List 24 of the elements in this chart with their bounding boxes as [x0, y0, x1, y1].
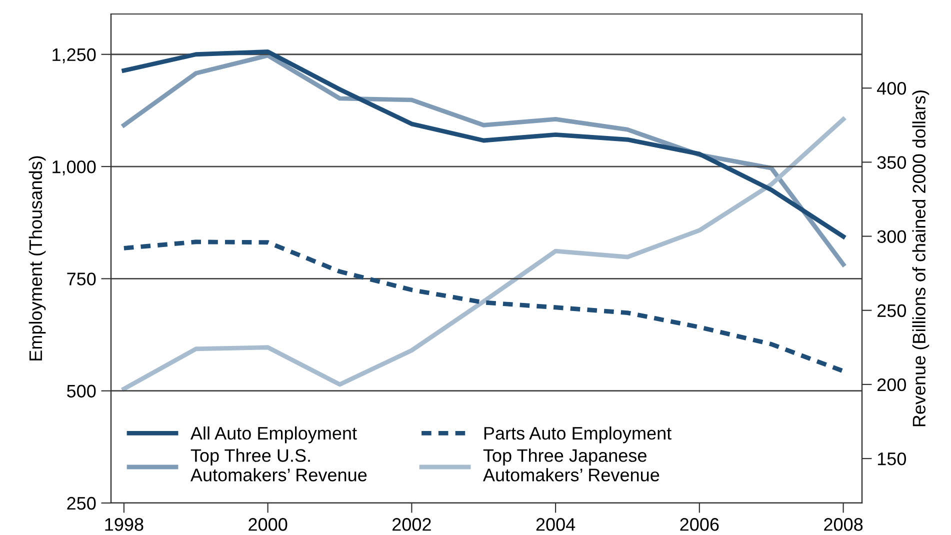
y2-tick-label: 200 — [877, 378, 906, 392]
y-tick-label: 1,000 — [52, 160, 96, 176]
legend-label: All Auto Employment — [190, 426, 357, 444]
y2-tick-label: 350 — [877, 156, 906, 169]
x-tick-label: 2006 — [680, 518, 719, 531]
legend-label: Parts Auto Employment — [484, 426, 672, 444]
y-tick-label: 750 — [67, 272, 96, 286]
y2-tick-label: 300 — [877, 230, 906, 243]
y2-tick-label: 250 — [877, 304, 906, 318]
y2-tick-label: 150 — [878, 452, 906, 466]
y2-tick-label: 400 — [877, 82, 906, 95]
y-tick-label: 1,250 — [52, 48, 96, 64]
legend-label: Top Three U.S. Automakers’ Revenue — [190, 448, 367, 482]
line-series — [122, 116, 846, 392]
x-tick-label: 2008 — [824, 518, 863, 531]
x-tick-label: 2004 — [536, 518, 576, 531]
y-axis-title: Employment (Thousands) — [28, 156, 46, 360]
y-tick-label: 500 — [67, 384, 96, 398]
y2-axis-title: Revenue (Billions of chained 2000 dollars) — [912, 90, 930, 426]
x-tick-label: 1998 — [105, 518, 144, 531]
x-tick-label: 2000 — [248, 518, 288, 531]
x-tick-label: 2002 — [392, 518, 431, 531]
y-tick-label: 250 — [67, 496, 96, 510]
legend-label: Top Three Japanese Automakers’ Revenue — [482, 448, 660, 482]
